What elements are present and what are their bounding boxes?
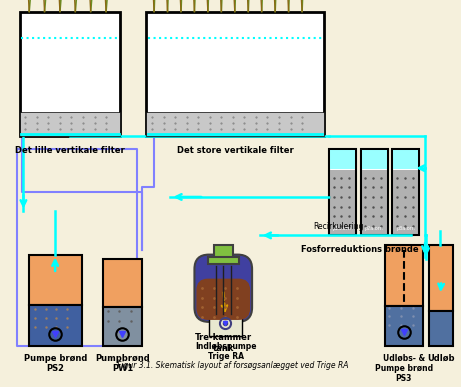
Bar [330, 150, 355, 169]
Bar [213, 245, 233, 262]
Bar [103, 307, 142, 346]
Bar [19, 12, 120, 137]
Bar [384, 305, 423, 346]
Bar [147, 12, 324, 137]
Bar [429, 245, 453, 311]
Bar [393, 170, 418, 235]
Text: Det lille vertikale filter: Det lille vertikale filter [15, 146, 125, 155]
Text: Fosforreduktions brønde: Fosforreduktions brønde [301, 245, 419, 254]
Bar [329, 149, 356, 235]
Bar [330, 170, 355, 235]
FancyBboxPatch shape [196, 279, 250, 320]
Text: Udløb: Udløb [427, 354, 455, 363]
Bar [208, 257, 239, 264]
Text: Figur 3.1. Skematisk layout af forsøgsanlægget ved Trige RA: Figur 3.1. Skematisk layout af forsøgsan… [117, 361, 349, 370]
Bar [384, 245, 423, 305]
Bar [29, 255, 82, 305]
Text: p2a.orr.: p2a.orr. [365, 226, 384, 231]
Bar [29, 305, 82, 346]
Bar [147, 112, 324, 137]
Bar [361, 150, 387, 169]
Text: p1a.orr.: p1a.orr. [333, 226, 352, 231]
Bar [361, 170, 387, 235]
Bar [209, 296, 242, 336]
Text: Pumpbrønd
PW1: Pumpbrønd PW1 [95, 354, 150, 373]
Bar [393, 150, 418, 169]
Bar [392, 149, 419, 235]
Bar [19, 112, 120, 137]
Bar [429, 311, 453, 346]
FancyBboxPatch shape [195, 255, 252, 322]
Text: Pumpe brønd
PS2: Pumpe brønd PS2 [24, 354, 87, 373]
Text: p3a.orr.: p3a.orr. [396, 226, 415, 231]
Text: Indløbspumpe
Trige RA: Indløbspumpe Trige RA [195, 342, 256, 361]
Text: Recirkulering: Recirkulering [313, 222, 364, 231]
Text: Det store vertikale filter: Det store vertikale filter [177, 146, 294, 155]
Bar [103, 259, 142, 307]
Bar [361, 149, 388, 235]
Text: Udløbs- &
Pumpe brønd
PS3: Udløbs- & Pumpe brønd PS3 [375, 354, 433, 384]
Text: Tre-kammer
tank: Tre-kammer tank [195, 333, 252, 353]
